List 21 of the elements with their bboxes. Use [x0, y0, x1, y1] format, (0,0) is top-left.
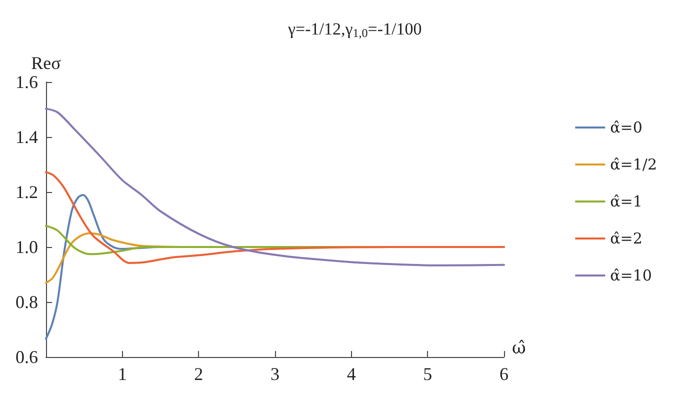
- y-tick-label: 0.8: [16, 292, 38, 312]
- legend-label: α̂=0: [610, 118, 642, 136]
- legend-label: α̂=1/2: [610, 156, 658, 174]
- y-tick-label: 1.2: [16, 182, 38, 202]
- x-tick-label: 2: [194, 364, 204, 384]
- legend-label: α̂=1: [610, 192, 642, 210]
- x-axis-title: ω̂: [512, 338, 526, 358]
- line-series: [45, 171, 505, 264]
- y-tick-label: 1.6: [16, 72, 38, 92]
- y-tick-label: 1.0: [16, 237, 38, 257]
- x-tick-label: 1: [118, 364, 127, 384]
- y-tick-label: 1.4: [16, 127, 38, 147]
- x-tick-label: 6: [500, 364, 508, 384]
- x-tick-label: 5: [423, 364, 432, 384]
- legend-label: α̂=2: [610, 230, 642, 248]
- x-tick-label: 3: [270, 364, 280, 384]
- y-tick-label: 0.6: [16, 347, 38, 367]
- x-tick-label: 4: [346, 364, 356, 384]
- y-axis-title: Reσ: [31, 53, 62, 73]
- legend-label: α̂=10: [610, 266, 652, 284]
- line-series: [45, 108, 505, 266]
